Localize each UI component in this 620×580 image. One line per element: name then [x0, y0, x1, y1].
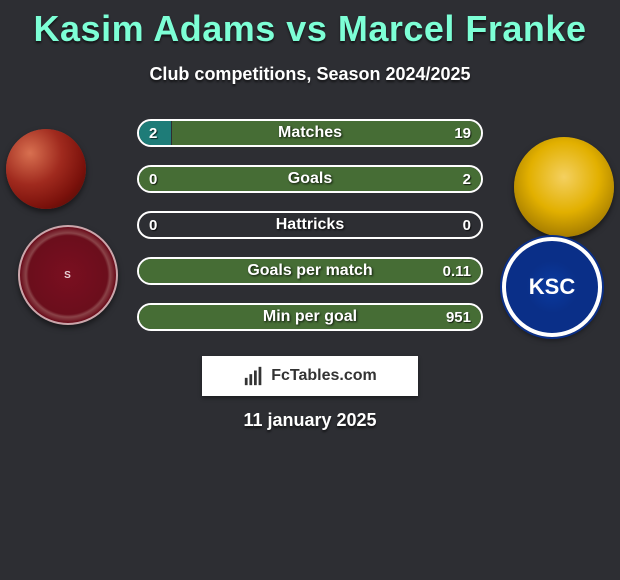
stat-label: Goals — [139, 167, 481, 191]
stat-row: 00Hattricks — [137, 211, 483, 239]
stat-label: Hattricks — [139, 213, 481, 237]
avatar-placeholder — [514, 137, 614, 237]
club-badge-left-label: S — [20, 227, 116, 323]
watermark: FcTables.com — [202, 356, 418, 396]
club-badge-right: KSC — [502, 237, 602, 337]
page-title: Kasim Adams vs Marcel Franke — [0, 0, 620, 50]
chart-icon — [243, 365, 265, 387]
club-badge-right-label: KSC — [516, 251, 588, 323]
stats-list: 219Matches 02Goals 00Hattricks 0.11Goals pe… — [137, 119, 483, 349]
player-left-avatar — [6, 129, 86, 209]
stat-label: Matches — [139, 121, 481, 145]
watermark-text: FcTables.com — [271, 367, 377, 385]
comparison-panel: S KSC 219Matches 02Goals 00Hattricks 0.11Go… — [0, 119, 620, 339]
stat-row: 02Goals — [137, 165, 483, 193]
avatar-placeholder — [6, 129, 86, 209]
stat-row: 219Matches — [137, 119, 483, 147]
player-right-avatar — [514, 137, 614, 237]
stat-row: 951Min per goal — [137, 303, 483, 331]
club-badge-left: S — [18, 225, 118, 325]
stat-row: 0.11Goals per match — [137, 257, 483, 285]
subtitle: Club competitions, Season 2024/2025 — [0, 64, 620, 85]
stat-label: Goals per match — [139, 259, 481, 283]
date-label: 11 january 2025 — [0, 410, 620, 431]
stat-label: Min per goal — [139, 305, 481, 329]
